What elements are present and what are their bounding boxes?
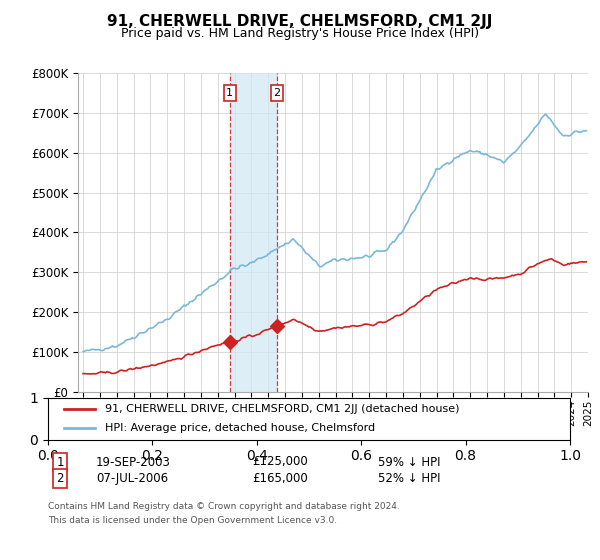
Text: £165,000: £165,000 (252, 472, 308, 486)
Text: 2: 2 (274, 88, 281, 98)
Text: 2: 2 (56, 472, 64, 486)
Text: 91, CHERWELL DRIVE, CHELMSFORD, CM1 2JJ (detached house): 91, CHERWELL DRIVE, CHELMSFORD, CM1 2JJ … (106, 404, 460, 414)
Text: 52% ↓ HPI: 52% ↓ HPI (378, 472, 440, 486)
Text: 07-JUL-2006: 07-JUL-2006 (96, 472, 168, 486)
Text: This data is licensed under the Open Government Licence v3.0.: This data is licensed under the Open Gov… (48, 516, 337, 525)
Text: 59% ↓ HPI: 59% ↓ HPI (378, 455, 440, 469)
Text: 1: 1 (226, 88, 233, 98)
Text: 91, CHERWELL DRIVE, CHELMSFORD, CM1 2JJ: 91, CHERWELL DRIVE, CHELMSFORD, CM1 2JJ (107, 14, 493, 29)
Text: HPI: Average price, detached house, Chelmsford: HPI: Average price, detached house, Chel… (106, 423, 376, 433)
Text: 1: 1 (56, 455, 64, 469)
Text: Price paid vs. HM Land Registry's House Price Index (HPI): Price paid vs. HM Land Registry's House … (121, 27, 479, 40)
Text: 19-SEP-2003: 19-SEP-2003 (96, 455, 171, 469)
Text: Contains HM Land Registry data © Crown copyright and database right 2024.: Contains HM Land Registry data © Crown c… (48, 502, 400, 511)
Text: £125,000: £125,000 (252, 455, 308, 469)
